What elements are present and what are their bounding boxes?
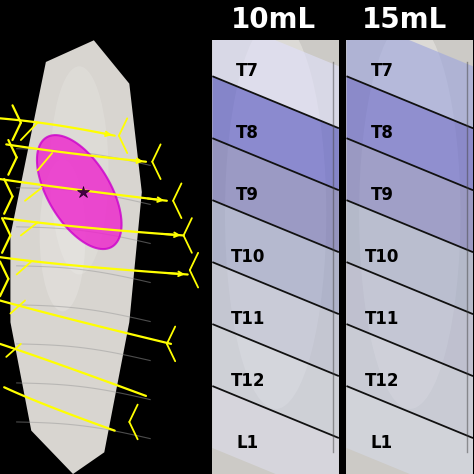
Ellipse shape (359, 18, 460, 409)
Ellipse shape (40, 160, 85, 311)
Polygon shape (212, 262, 339, 376)
Text: T9: T9 (236, 186, 259, 204)
Polygon shape (346, 200, 473, 314)
Text: T11: T11 (365, 310, 399, 328)
Polygon shape (346, 40, 473, 474)
Text: T9: T9 (370, 186, 393, 204)
Text: T8: T8 (371, 124, 393, 142)
Text: T12: T12 (230, 372, 265, 390)
Polygon shape (346, 138, 473, 252)
Text: T10: T10 (365, 248, 399, 266)
Polygon shape (212, 200, 339, 314)
Polygon shape (212, 76, 339, 190)
Text: L1: L1 (237, 434, 259, 452)
Ellipse shape (50, 66, 109, 274)
Polygon shape (346, 262, 473, 376)
Text: T10: T10 (230, 248, 265, 266)
Text: T12: T12 (365, 372, 399, 390)
Polygon shape (212, 324, 339, 438)
Polygon shape (346, 324, 473, 438)
Text: L1: L1 (371, 434, 393, 452)
Text: 15mL: 15mL (362, 6, 447, 34)
Polygon shape (212, 138, 339, 252)
Text: 10mL: 10mL (231, 6, 316, 34)
Polygon shape (212, 386, 339, 474)
Text: T7: T7 (236, 62, 259, 80)
Text: T8: T8 (237, 124, 259, 142)
Polygon shape (346, 14, 473, 128)
Polygon shape (212, 14, 339, 128)
Polygon shape (346, 386, 473, 474)
Text: T11: T11 (230, 310, 265, 328)
Polygon shape (10, 40, 142, 474)
Polygon shape (37, 135, 121, 249)
Polygon shape (346, 76, 473, 190)
Polygon shape (212, 40, 339, 474)
Text: T7: T7 (370, 62, 393, 80)
Ellipse shape (225, 18, 326, 409)
